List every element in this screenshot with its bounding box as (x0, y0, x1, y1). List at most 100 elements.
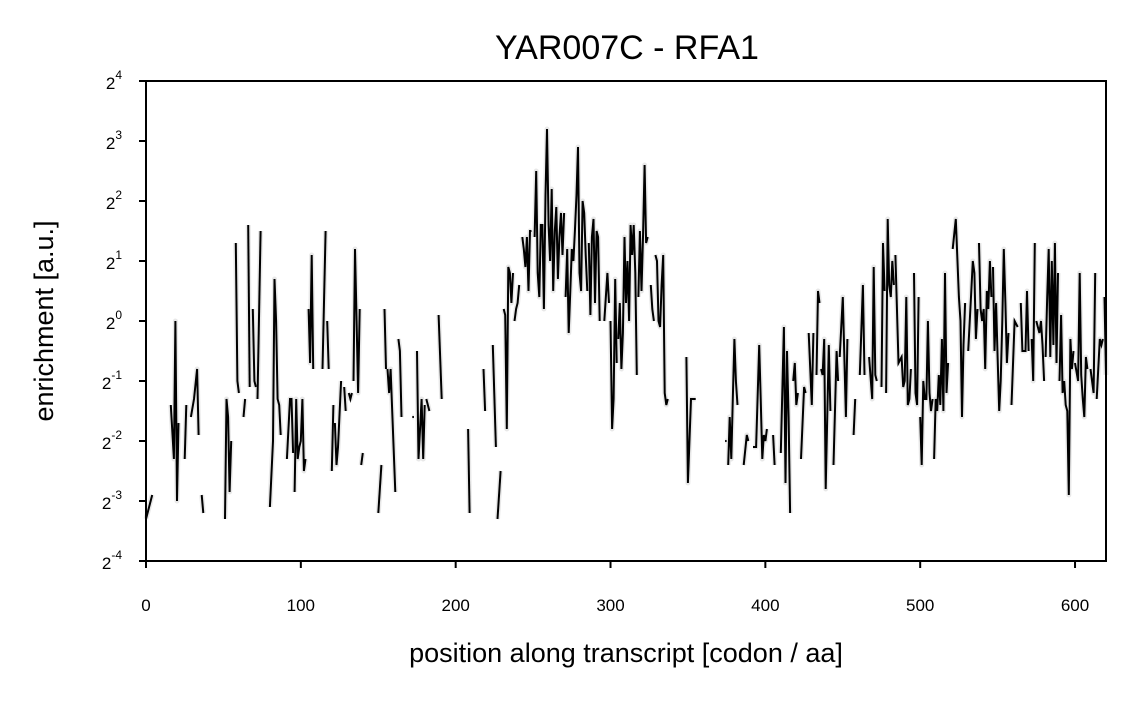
series-line (609, 278, 618, 430)
y-tick-base: 2 (106, 314, 115, 333)
y-tick-exponent: 2 (115, 188, 122, 202)
series-line (256, 230, 262, 400)
series-line (293, 398, 307, 493)
y-tick-exponent: -4 (111, 548, 122, 562)
series-line (852, 398, 857, 436)
series-line (416, 350, 426, 460)
series-line-layer (145, 128, 1107, 520)
series-line (832, 350, 840, 466)
series-line (343, 386, 347, 412)
series-line (685, 356, 696, 484)
series-line (978, 242, 993, 370)
series-line (603, 272, 610, 322)
x-tick-label: 0 (141, 596, 150, 615)
series-line (727, 338, 739, 466)
x-tick-label: 300 (596, 596, 624, 615)
y-tick-base: 2 (102, 494, 111, 513)
x-tick-label: 100 (287, 596, 315, 615)
series-line (268, 278, 282, 508)
series-line (377, 464, 383, 514)
variance-band-layer (143, 126, 1109, 520)
series-line (285, 398, 295, 460)
series-line (513, 284, 521, 322)
y-tick-label: 23 (106, 128, 122, 153)
series-line (617, 224, 638, 376)
series-line (1010, 317, 1019, 406)
series-line (183, 404, 188, 460)
series-line (587, 218, 601, 322)
y-tick-base: 2 (106, 194, 115, 213)
series-line (224, 398, 233, 520)
y-tick-exponent: 3 (115, 128, 122, 142)
series-line (894, 254, 912, 406)
series-line (496, 470, 502, 520)
y-tick-base: 2 (106, 254, 115, 273)
series-line (742, 434, 750, 466)
y-tick-base: 2 (102, 374, 111, 393)
series-line (772, 434, 776, 466)
series-line (145, 494, 154, 520)
series-line (649, 284, 655, 322)
y-tick-exponent: 4 (115, 68, 122, 82)
y-tick-exponent: -3 (111, 488, 122, 502)
y-tick-label: 2-3 (102, 488, 122, 513)
y-tick-label: 21 (106, 248, 122, 273)
series-line (251, 308, 257, 388)
x-tick-label: 200 (441, 596, 469, 615)
series-line (858, 284, 866, 376)
y-tick-label: 2-2 (102, 428, 122, 453)
series-line (820, 338, 832, 490)
y-tick-label: 22 (106, 188, 122, 213)
x-axis: 0 100 200 300 400 500 600 (141, 561, 1089, 615)
series-line (242, 398, 247, 418)
series-line (815, 290, 821, 376)
x-axis-title: position along transcript [codon / aa] (409, 638, 843, 668)
y-tick-exponent: -1 (111, 368, 122, 382)
series-line (326, 320, 330, 370)
series-line (189, 368, 200, 436)
series-line (1019, 290, 1030, 352)
series-line (467, 428, 471, 514)
series-line (360, 452, 364, 466)
series-line (1044, 242, 1059, 364)
series-line (838, 296, 849, 418)
series-line (330, 404, 335, 472)
series-line (307, 254, 315, 370)
y-tick-label: 24 (106, 68, 122, 93)
series-line (321, 230, 327, 370)
series-line (386, 368, 397, 493)
series-line (383, 308, 387, 370)
y-tick-base: 2 (106, 74, 115, 93)
series-line (1058, 314, 1075, 496)
series-line (425, 398, 431, 412)
series-line (521, 230, 532, 292)
series-line (792, 362, 799, 406)
series-line (913, 272, 920, 406)
series-line (533, 128, 566, 310)
series-line (482, 368, 487, 412)
series-line (491, 344, 497, 448)
series-line (807, 332, 815, 406)
series-line (951, 218, 967, 418)
series-line (919, 320, 934, 466)
series-line (779, 326, 792, 514)
x-tick-label: 400 (751, 596, 779, 615)
y-tick-label: 2-4 (102, 548, 122, 573)
series-line (637, 164, 649, 298)
series-line (753, 344, 768, 460)
series-line (1074, 272, 1089, 418)
series-line (564, 146, 589, 334)
series-line (1030, 242, 1036, 382)
y-tick-base: 2 (106, 134, 115, 153)
series-line (437, 314, 443, 400)
series-line (347, 392, 353, 403)
series-line (868, 266, 878, 400)
y-tick-base: 2 (102, 434, 111, 453)
chart-title: YAR007C - RFA1 (495, 29, 759, 67)
series-line (333, 380, 343, 466)
series-line (1089, 272, 1097, 394)
series-line (992, 248, 1010, 412)
series-line (247, 224, 251, 388)
series-line (933, 272, 950, 460)
